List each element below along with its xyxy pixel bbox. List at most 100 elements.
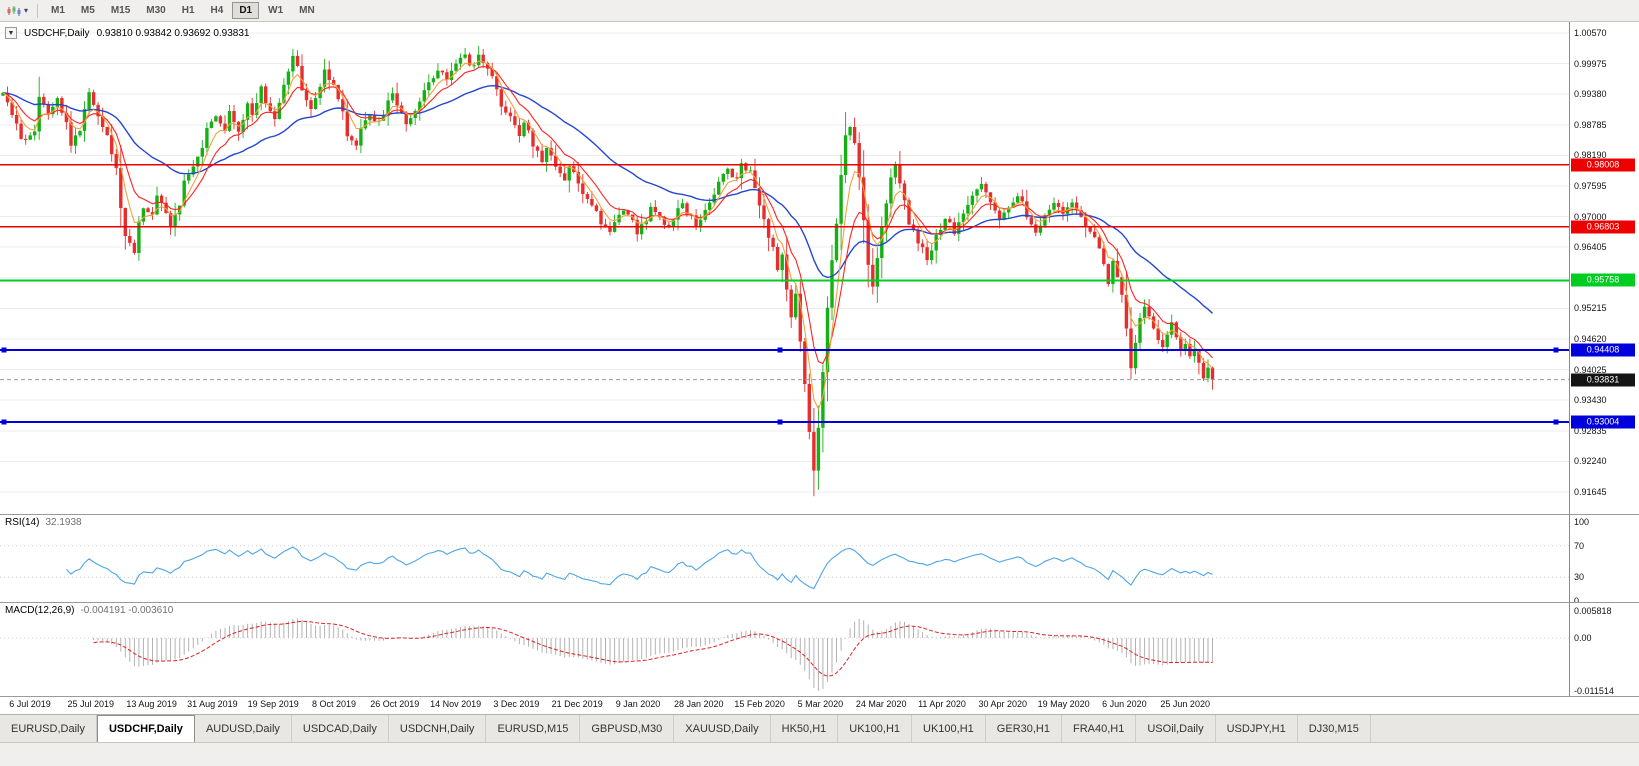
macd-plot [0,618,1569,691]
timeframe-button-m1[interactable]: M1 [51,5,65,16]
rsi-axis: 100 70 30 0 [1569,514,1639,606]
timeframe-button-mn[interactable]: MN [299,5,315,16]
date-axis-tick: 24 Mar 2020 [855,699,907,709]
macd-axis-tick: 0.00 [1574,633,1592,643]
macd-axis-tick: -0.011514 [1574,686,1614,696]
price-line-label: 0.95758 [1571,273,1635,287]
chart-tab-gbpusd-m30[interactable]: GBPUSD,M30 [580,715,675,742]
chart-tab-usdjpy-h1[interactable]: USDJPY,H1 [1216,715,1298,742]
ma-fast-line [2,60,1213,411]
date-axis-tick: 26 Oct 2019 [370,699,420,709]
toolbar: ▾ M1 M5 M15 M30 H1 H4 D1 W1 MN [0,0,1639,22]
date-axis-tick: 6 Jul 2019 [9,699,51,709]
chart-menu-button[interactable]: ▼ [5,27,17,39]
date-axis-tick: 15 Feb 2020 [734,699,785,709]
price-axis[interactable]: 1.00570 0.99975 0.99380 0.98785 0.98190 0.975… [1569,22,1639,514]
price-axis-tick: 0.98190 [1574,150,1607,161]
price-axis-tick: 0.99380 [1574,89,1607,100]
status-bar [0,742,1639,766]
chart-tab-uk100-h1[interactable]: UK100,H1 [912,715,986,742]
date-axis-tick: 25 Jul 2019 [67,699,115,709]
chart-tab-uk100-h1[interactable]: UK100,H1 [838,715,913,742]
price-axis-tick: 0.93430 [1574,395,1607,406]
date-axis-tick: 8 Oct 2019 [311,699,357,709]
toolbar-divider [37,3,39,18]
price-axis-tick: 0.94025 [1574,364,1607,375]
price-axis-tick: 0.96405 [1574,242,1607,253]
macd-signal-line [93,620,1213,677]
date-axis-tick: 31 Aug 2019 [187,699,238,709]
timeframe-button-h1[interactable]: H1 [181,5,195,16]
chart-tabbar: EURUSD,Daily USDCHF,Daily AUDUSD,Daily USDC… [0,714,1639,742]
price-axis-tick: 1.00570 [1574,28,1607,38]
timeframe-button-w1[interactable]: W1 [268,5,284,16]
chart-type-icon [7,5,21,16]
price-line-label: 0.93004 [1571,415,1635,429]
macd-axis: 0.005818 0.00 -0.011514 [1569,602,1639,696]
timeframe-button-m5[interactable]: M5 [80,5,95,16]
chart-tab-eurusd-daily[interactable]: EURUSD,Daily [0,715,97,742]
timeframe-buttons: M1 M5 M15 M30 H1 H4 D1 W1 MN [44,2,322,19]
price-axis-tick: 0.92240 [1574,456,1607,467]
macd-label: MACD(12,26,9) [5,605,75,616]
price-axis-tick: 0.98785 [1574,119,1607,130]
chart-tab-xauusd-daily[interactable]: XAUUSD,Daily [674,715,771,742]
date-axis-tick: 3 Dec 2019 [493,699,540,709]
chart-ohlc-values: 0.93810 0.93842 0.93692 0.93831 [96,27,250,39]
horizontal-lines [0,164,1569,425]
rsi-plot [0,545,1569,590]
date-axis-tick: 19 May 2020 [1037,699,1090,709]
price-axis-tick: 0.91645 [1574,487,1607,497]
rsi-value: 32.1938 [45,517,82,528]
ma-medium-line [2,66,1213,365]
date-axis-tick: 6 Jun 2020 [1102,699,1147,709]
chart-tab-usdcad-daily[interactable]: USDCAD,Daily [292,715,389,742]
rsi-axis-tick: 30 [1574,572,1585,583]
macd-values: -0.004191 -0.003610 [80,605,174,616]
rsi-panel[interactable] [0,514,1569,602]
chart-title: ▼ USDCHF,Daily 0.93810 0.93842 0.93692 0… [5,27,250,39]
chart-type-button[interactable]: ▾ [4,4,31,18]
rsi-axis-tick: 70 [1574,540,1585,551]
price-axis-tick: 0.95215 [1574,303,1607,314]
date-axis-tick: 28 Jan 2020 [674,699,724,709]
chart-tab-usdcnh-daily[interactable]: USDCNH,Daily [389,715,487,742]
current-price-label: 0.93831 [1571,373,1635,387]
rsi-line [66,546,1213,590]
date-axis-tick: 14 Nov 2019 [430,699,482,709]
chart-tab-usdchf-daily[interactable]: USDCHF,Daily [96,715,195,742]
chart-tab-ger30-h1[interactable]: GER30,H1 [986,715,1062,742]
rsi-label: RSI(14) [5,517,40,528]
rsi-axis-tick: 100 [1574,517,1590,527]
ma-slow-line [2,84,1213,314]
price-axis-tick: 0.94620 [1574,334,1607,344]
chart-tab-audusd-daily[interactable]: AUDUSD,Daily [195,715,292,742]
date-axis-tick: 13 Aug 2019 [126,699,177,709]
candles-layer [1,46,1215,497]
price-line-label: 0.94408 [1571,343,1635,357]
macd-panel[interactable] [0,602,1569,696]
rsi-header: RSI(14) 32.1938 [5,517,82,528]
price-axis-tick: 0.99975 [1574,58,1607,69]
date-axis-tick: 30 Apr 2020 [978,699,1028,709]
time-axis[interactable]: 6 Jul 2019 25 Jul 2019 13 Aug 2019 31 Aug 2… [0,696,1639,714]
main-chart[interactable] [0,22,1569,514]
chart-symbol-period: USDCHF,Daily [24,27,90,39]
price-line-label: 0.96803 [1571,220,1635,234]
chart-tab-dj30-m15[interactable]: DJ30,M15 [1298,715,1371,742]
timeframe-button-m15[interactable]: M15 [110,5,131,16]
macd-axis-tick: 0.005818 [1574,606,1612,616]
price-axis-tick: 0.97000 [1574,211,1607,222]
price-axis-tick: 0.92835 [1574,425,1607,436]
price-axis-tick: 0.97595 [1574,181,1607,191]
date-axis-tick: 19 Sep 2019 [247,699,299,709]
chart-tab-eurusd-m15[interactable]: EURUSD,M15 [486,715,581,742]
date-axis-tick: 21 Dec 2019 [551,699,603,709]
chart-tab-hk50-h1[interactable]: HK50,H1 [771,715,839,742]
chart-tab-fra40-h1[interactable]: FRA40,H1 [1062,715,1137,742]
chart-tab-usoil-daily[interactable]: USOil,Daily [1136,715,1216,742]
timeframe-button-h4[interactable]: H4 [210,5,224,16]
timeframe-button-d1[interactable]: D1 [232,2,260,19]
timeframe-button-m30[interactable]: M30 [146,5,166,16]
